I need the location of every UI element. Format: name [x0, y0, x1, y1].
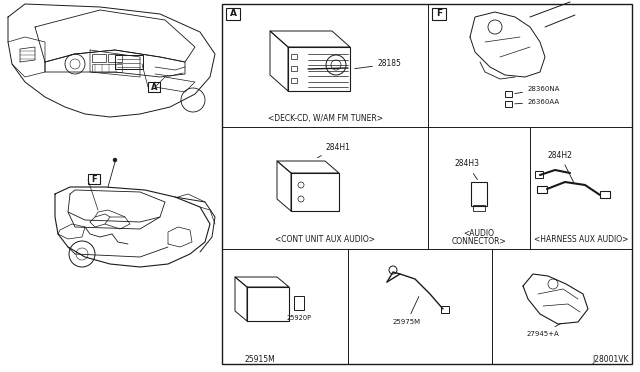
Text: F: F [91, 174, 97, 183]
Bar [471, 182, 487, 206]
Bar [537, 186, 547, 193]
Text: 284H2: 284H2 [548, 151, 573, 183]
Text: J28001VK: J28001VK [593, 355, 629, 363]
Text: 27945+A: 27945+A [527, 323, 561, 337]
Bar [600, 191, 610, 198]
Text: <DECK-CD, W/AM FM TUNER>: <DECK-CD, W/AM FM TUNER> [268, 113, 383, 122]
Bar [291, 78, 297, 83]
Bar [92, 64, 122, 72]
Bar [473, 205, 485, 211]
Text: <CONT UNIT AUX AUDIO>: <CONT UNIT AUX AUDIO> [275, 235, 375, 244]
Bar [247, 287, 289, 321]
Bar [226, 8, 240, 20]
Text: 28360NA: 28360NA [515, 86, 561, 94]
Bar [505, 91, 512, 97]
Bar [288, 47, 350, 91]
Text: A: A [230, 10, 237, 19]
Text: CONNECTOR>: CONNECTOR> [452, 237, 506, 246]
Bar [108, 54, 122, 62]
Bar [291, 54, 297, 59]
Text: 25915M: 25915M [244, 355, 275, 363]
Text: <AUDIO: <AUDIO [463, 228, 495, 237]
Text: 25920P: 25920P [287, 315, 312, 321]
Bar [505, 101, 512, 107]
Bar [535, 171, 543, 178]
Bar [441, 306, 449, 313]
Text: 284H1: 284H1 [317, 142, 350, 158]
Bar [432, 8, 446, 20]
Bar [115, 55, 143, 69]
Bar [88, 174, 100, 184]
Text: 284H3: 284H3 [454, 160, 479, 180]
Text: 25975M: 25975M [393, 296, 421, 325]
Bar [92, 54, 106, 62]
Bar [222, 4, 632, 364]
Bar [294, 296, 304, 310]
Circle shape [113, 158, 117, 162]
Bar [291, 66, 297, 71]
Bar [148, 82, 160, 92]
Text: F: F [436, 10, 442, 19]
Text: 26360AA: 26360AA [515, 99, 560, 105]
Text: 28185: 28185 [355, 60, 402, 69]
Text: <HARNESS AUX AUDIO>: <HARNESS AUX AUDIO> [534, 235, 628, 244]
Bar [291, 173, 339, 211]
Text: A: A [151, 83, 157, 92]
